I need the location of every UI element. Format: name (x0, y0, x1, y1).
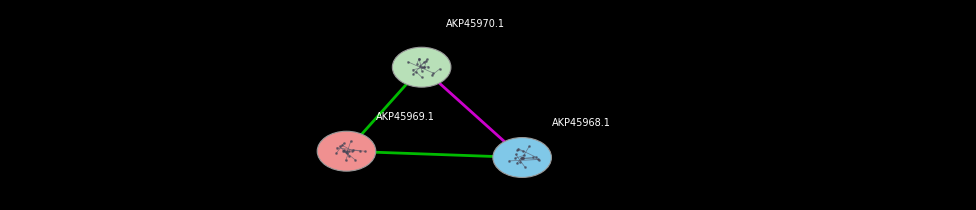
Point (400, 60, 416, 64)
Point (526, 156, 542, 159)
Point (510, 147, 526, 151)
Point (425, 71, 440, 75)
Point (408, 70, 424, 73)
Point (511, 160, 527, 164)
Point (338, 159, 353, 162)
Point (344, 139, 359, 143)
Point (342, 150, 357, 153)
Text: AKP45968.1: AKP45968.1 (551, 118, 610, 128)
Point (414, 70, 429, 73)
Point (339, 151, 354, 154)
Point (416, 66, 431, 69)
Point (530, 158, 546, 161)
Point (352, 150, 368, 153)
Point (418, 59, 433, 63)
Point (336, 142, 351, 145)
Point (357, 150, 373, 153)
Point (346, 148, 361, 152)
Point (415, 66, 430, 69)
Point (432, 67, 448, 71)
Point (417, 66, 432, 69)
Point (509, 149, 525, 152)
Point (513, 156, 529, 160)
Point (337, 149, 352, 152)
Point (515, 156, 531, 159)
Point (414, 76, 429, 79)
Ellipse shape (493, 138, 551, 177)
Point (412, 58, 427, 61)
Text: AKP45969.1: AKP45969.1 (376, 112, 434, 122)
Point (411, 57, 427, 60)
Point (516, 154, 532, 157)
Point (335, 143, 350, 147)
Point (521, 145, 537, 148)
Point (335, 149, 350, 152)
Point (329, 152, 345, 155)
Point (405, 68, 421, 71)
Point (338, 150, 353, 154)
Point (508, 156, 523, 160)
Point (417, 61, 432, 64)
Point (514, 150, 530, 153)
Point (342, 154, 357, 158)
Point (514, 157, 530, 160)
Point (332, 145, 347, 148)
Point (339, 149, 354, 153)
Point (421, 65, 436, 68)
Point (419, 58, 434, 61)
Ellipse shape (392, 47, 451, 87)
Point (405, 73, 421, 76)
Point (409, 62, 425, 65)
Text: AKP45970.1: AKP45970.1 (446, 19, 505, 29)
Point (514, 156, 530, 159)
Point (517, 165, 533, 169)
Point (336, 149, 351, 152)
Point (509, 162, 525, 165)
Point (508, 153, 523, 156)
Point (528, 156, 544, 159)
Point (412, 64, 427, 67)
Ellipse shape (317, 131, 376, 171)
Point (425, 73, 440, 77)
Point (531, 158, 547, 161)
Point (329, 146, 345, 150)
Point (514, 157, 530, 160)
Point (345, 149, 360, 152)
Point (347, 158, 363, 162)
Point (502, 159, 517, 163)
